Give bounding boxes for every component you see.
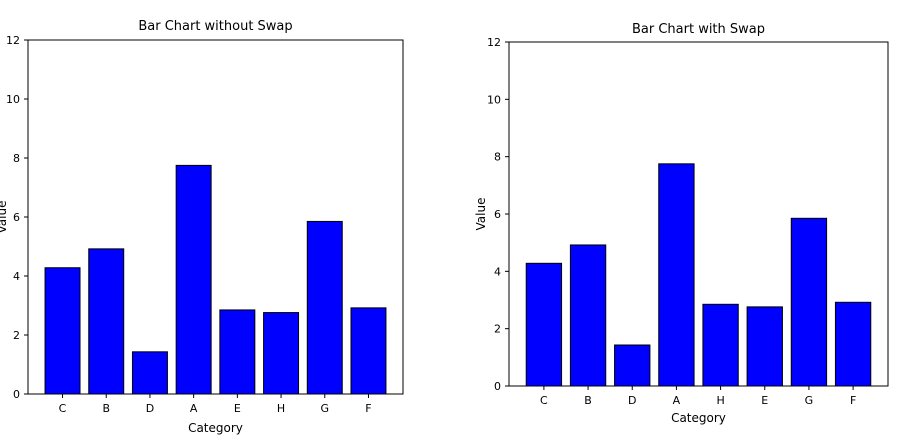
x-tick-label: D <box>628 394 636 407</box>
y-tick-label: 12 <box>6 34 20 47</box>
y-tick-label: 10 <box>6 93 20 106</box>
y-tick-label: 8 <box>13 152 20 165</box>
chart-1: 0 2 4 6 8 10 12 C B D A E H G F Bar Chart without Swap C… <box>0 19 404 435</box>
x-tick-label: H <box>277 402 285 415</box>
bar-H <box>702 303 739 387</box>
y-tick-label: 4 <box>13 270 20 283</box>
x-axis-label: Category <box>188 421 243 435</box>
x-tick-label: A <box>673 394 681 407</box>
bar-D <box>131 351 168 395</box>
y-axis-label: Value <box>0 201 9 234</box>
x-tick-label: E <box>234 402 241 415</box>
bar-A <box>175 164 212 395</box>
bar-C <box>525 262 563 387</box>
x-tick-label: C <box>540 394 548 407</box>
x-tick-label: A <box>190 402 198 415</box>
y-tick-label: 4 <box>494 265 501 278</box>
chart-title: Bar Chart with Swap <box>632 22 765 37</box>
y-tick-label: 6 <box>494 208 501 221</box>
x-tick-label: F <box>365 402 371 415</box>
x-tick-label: C <box>59 402 67 415</box>
bar-F <box>834 301 872 387</box>
y-tick-label: 12 <box>487 36 501 49</box>
x-axis-label: Category <box>671 411 726 425</box>
x-tick-label: G <box>805 394 814 407</box>
chart-2: 0 2 4 6 8 10 12 C B D A H E G F Bar Chart with Swap Cate… <box>474 22 889 425</box>
x-tick-label: B <box>102 402 110 415</box>
bar-A <box>658 163 695 387</box>
axes-frame <box>508 41 889 387</box>
bar-D <box>614 344 651 387</box>
bar-B <box>88 248 125 395</box>
bar-G <box>790 217 828 387</box>
y-tick-label: 6 <box>13 211 20 224</box>
y-axis-label: Value <box>474 198 488 231</box>
bar-B <box>569 244 607 387</box>
y-tick-label: 2 <box>13 329 20 342</box>
x-tick-label: G <box>321 402 330 415</box>
bar-G <box>306 220 343 395</box>
x-tick-label: D <box>146 402 154 415</box>
bar-E <box>746 306 783 387</box>
bar-C <box>44 267 81 395</box>
x-tick-label: F <box>850 394 856 407</box>
y-tick-label: 8 <box>494 151 501 164</box>
x-tick-label: H <box>716 394 724 407</box>
y-tick-label: 2 <box>494 323 501 336</box>
bar-H <box>263 312 300 395</box>
x-tick-label: B <box>584 394 592 407</box>
y-tick-label: 0 <box>494 380 501 393</box>
axes-frame <box>27 39 404 395</box>
chart-title: Bar Chart without Swap <box>138 19 292 34</box>
bar-E <box>219 309 256 395</box>
y-tick-label: 10 <box>487 93 501 106</box>
bar-F <box>350 307 387 395</box>
y-tick-label: 0 <box>13 388 20 401</box>
x-tick-label: E <box>761 394 768 407</box>
